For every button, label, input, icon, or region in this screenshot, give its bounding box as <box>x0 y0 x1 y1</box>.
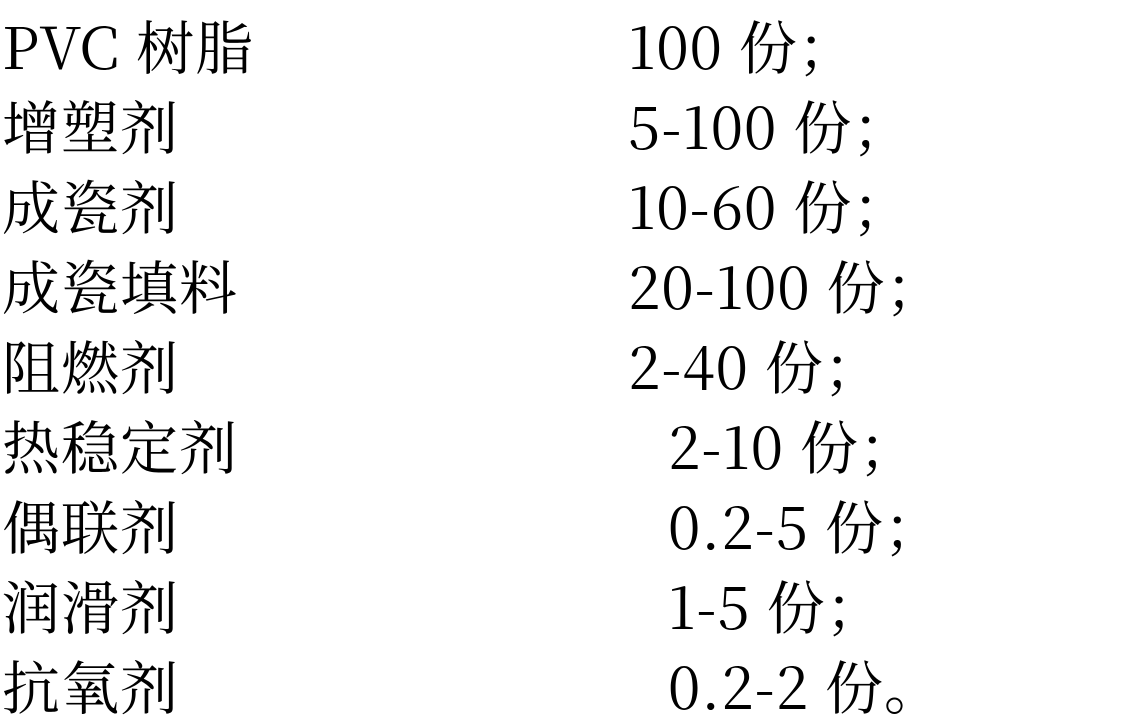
ingredient-amount: 2-40 份； <box>628 322 883 406</box>
ingredient-amount: 0.2-2 份。 <box>668 642 943 724</box>
ingredient-label: 增塑剂 <box>2 82 179 166</box>
ingredient-amount: 0.2-5 份； <box>668 482 943 566</box>
table-row: 抗氧剂 0.2-2 份。 <box>0 642 1139 722</box>
ingredient-label: 阻燃剂 <box>2 322 179 406</box>
ingredient-amount: 1-5 份； <box>668 562 885 646</box>
ingredient-amount: 2-10 份； <box>668 402 918 486</box>
ingredient-label: 润滑剂 <box>2 562 179 646</box>
ingredient-amount: 100 份； <box>628 2 857 86</box>
ingredient-label: PVC 树脂 <box>2 2 254 86</box>
table-row: 热稳定剂 2-10 份； <box>0 402 1139 482</box>
table-row: 阻燃剂 2-40 份； <box>0 322 1139 402</box>
ingredient-label: 偶联剂 <box>2 482 179 566</box>
ingredient-amount: 20-100 份； <box>628 242 945 326</box>
table-row: 增塑剂 5-100 份； <box>0 82 1139 162</box>
ingredient-label: 成瓷填料 <box>2 242 238 326</box>
ingredient-amount: 10-60 份； <box>628 162 911 246</box>
ingredient-label: 热稳定剂 <box>2 402 238 486</box>
table-row: PVC 树脂 100 份； <box>0 2 1139 82</box>
table-row: 偶联剂 0.2-5 份； <box>0 482 1139 562</box>
table-row: 成瓷填料 20-100 份； <box>0 242 1139 322</box>
formulation-table: PVC 树脂 100 份； 增塑剂 5-100 份； 成瓷剂 10-60 份； … <box>0 0 1139 724</box>
table-row: 润滑剂 1-5 份； <box>0 562 1139 642</box>
table-row: 成瓷剂 10-60 份； <box>0 162 1139 242</box>
ingredient-amount: 5-100 份； <box>628 82 911 166</box>
ingredient-label: 抗氧剂 <box>2 642 179 724</box>
ingredient-label: 成瓷剂 <box>2 162 179 246</box>
